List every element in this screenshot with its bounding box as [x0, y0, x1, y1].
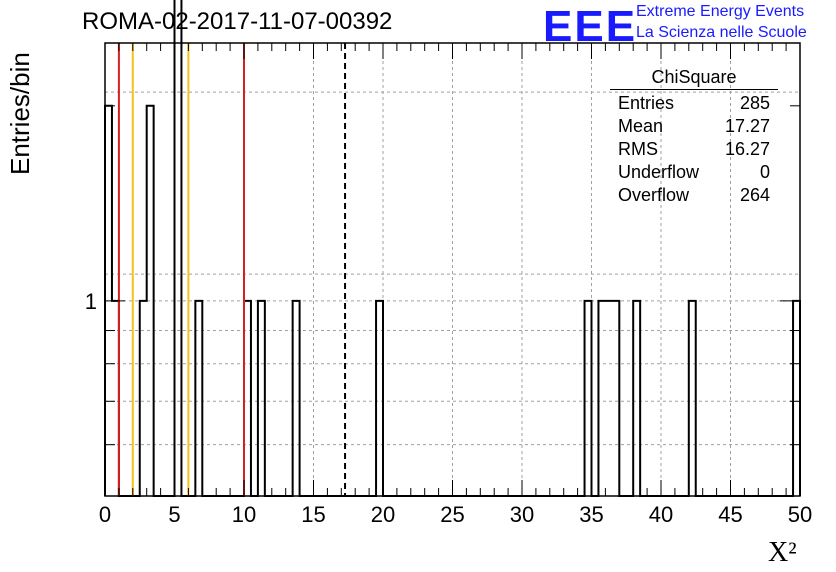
- stats-value: 0: [759, 162, 770, 182]
- x-tick-label: 45: [718, 502, 742, 527]
- x-tick-label: 35: [579, 502, 603, 527]
- x-tick-label: 20: [371, 502, 395, 527]
- stats-row-overflow: Overflow 264: [610, 184, 778, 207]
- stats-value: 285: [739, 93, 770, 113]
- stats-value: 264: [739, 185, 770, 205]
- logo-subtitle-line2: La Scienza nelle Scuole: [636, 24, 807, 41]
- histogram-bin: [175, 0, 182, 496]
- stats-value: 17.27: [724, 116, 770, 136]
- stats-value: 16.27: [724, 139, 770, 159]
- logo-subtitle-line1: Extreme Energy Events: [636, 3, 805, 20]
- stats-label: Underflow: [618, 162, 700, 182]
- stats-title: ChiSquare: [610, 67, 778, 90]
- x-tick-label: 10: [232, 502, 256, 527]
- x-tick-label: 0: [99, 502, 111, 527]
- x-tick-label: 40: [649, 502, 673, 527]
- stats-label: RMS: [618, 139, 658, 159]
- chart-title: ROMA-02-2017-11-07-00392: [82, 8, 393, 35]
- x-tick-label: 15: [301, 502, 325, 527]
- stats-row-mean: Mean 17.27: [610, 115, 778, 138]
- stats-row-underflow: Underflow 0: [610, 161, 778, 184]
- x-axis-label: X²: [768, 537, 797, 568]
- x-tick-label: 25: [440, 502, 464, 527]
- stats-label: Mean: [618, 116, 664, 136]
- x-tick-label: 50: [788, 502, 812, 527]
- stats-row-rms: RMS 16.27: [610, 138, 778, 161]
- stats-label: Overflow: [618, 185, 690, 205]
- stats-box: ChiSquare Entries 285 Mean 17.27 RMS 16.27 …: [610, 67, 778, 207]
- stats-row-entries: Entries 285: [610, 92, 778, 115]
- stats-label: Entries: [618, 93, 675, 113]
- x-tick-label: 30: [510, 502, 534, 527]
- x-tick-label: 5: [168, 502, 180, 527]
- y-tick-label: 1: [85, 289, 97, 314]
